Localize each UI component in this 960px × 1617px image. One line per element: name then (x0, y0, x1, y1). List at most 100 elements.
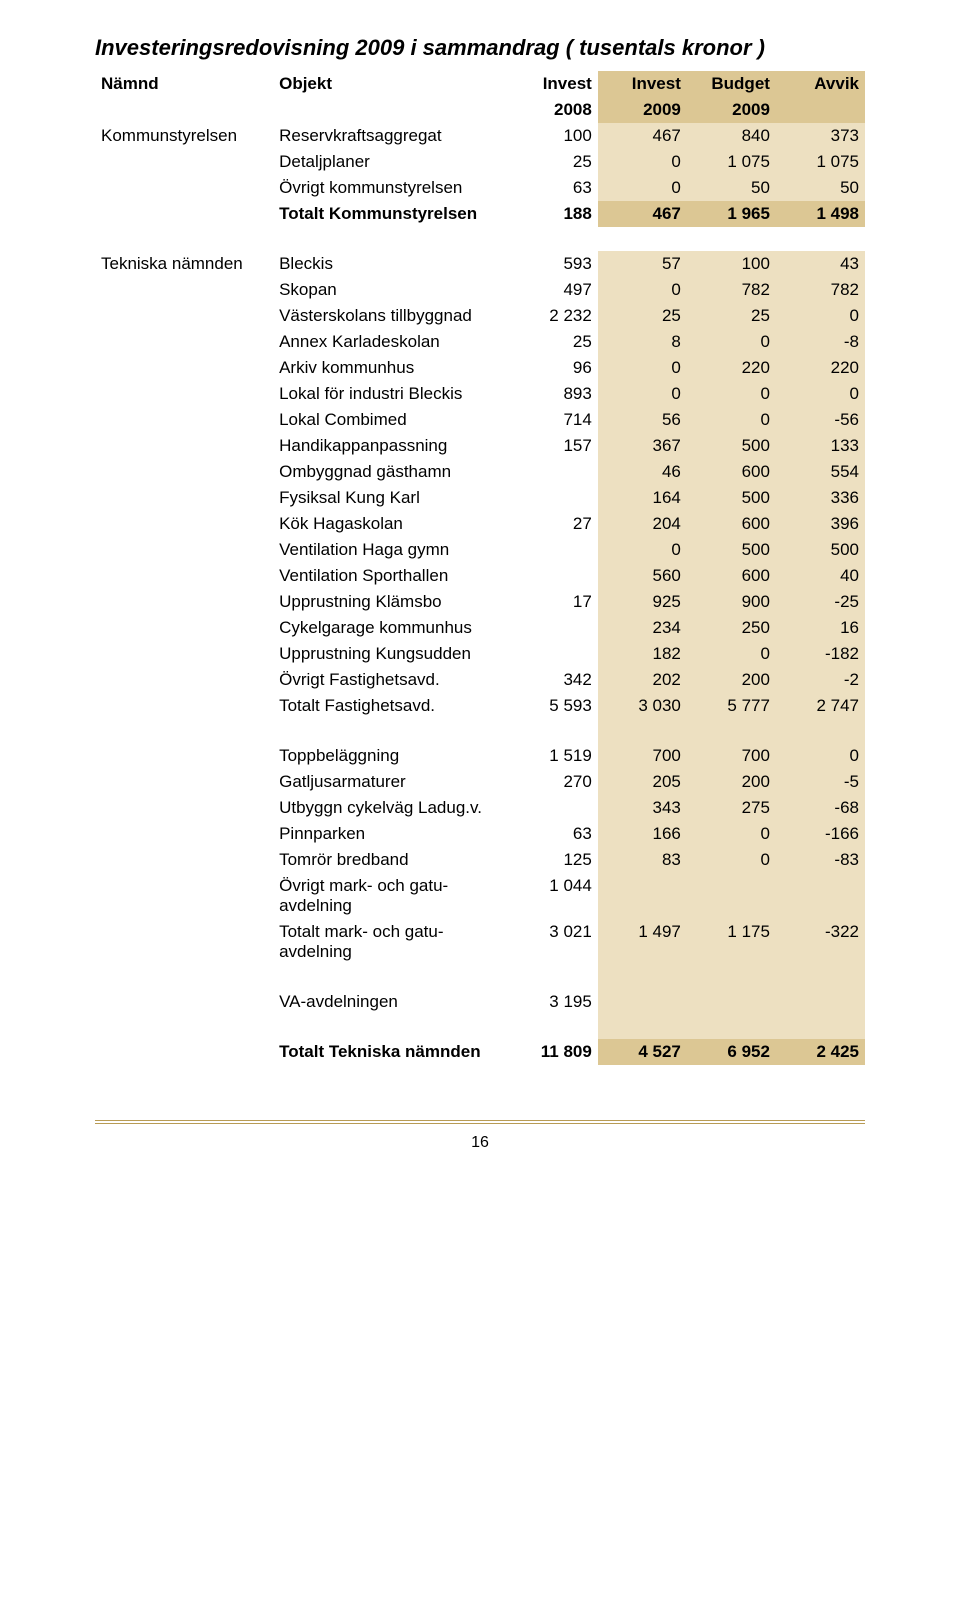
cell-value: 50 (776, 175, 865, 201)
cell-value: 220 (687, 355, 776, 381)
cell-value: 275 (687, 795, 776, 821)
col-header: Budget (687, 71, 776, 97)
col-header: Avvik (776, 71, 865, 97)
cell-value: 56 (598, 407, 687, 433)
cell-value: 157 (509, 433, 598, 459)
cell-objekt: Totalt Tekniska nämnden (273, 1039, 509, 1065)
cell-value: 5 777 (687, 693, 776, 719)
cell-value: 1 519 (509, 743, 598, 769)
cell-value: 600 (687, 511, 776, 537)
cell-value: 25 (687, 303, 776, 329)
cell-value: 782 (776, 277, 865, 303)
cell-value: 0 (598, 149, 687, 175)
cell-value (687, 873, 776, 919)
cell-namnd (95, 821, 273, 847)
cell-value: 200 (687, 667, 776, 693)
col-header: Nämnd (95, 71, 273, 97)
cell-namnd (95, 667, 273, 693)
footer-rule-2 (95, 1123, 865, 1124)
cell-value: 0 (598, 355, 687, 381)
footer-rule-1 (95, 1120, 865, 1121)
cell-value: 0 (598, 537, 687, 563)
cell-value: 5 593 (509, 693, 598, 719)
cell-value: 0 (598, 277, 687, 303)
cell-objekt: Lokal Combimed (273, 407, 509, 433)
cell-value (509, 795, 598, 821)
page-title: Investeringsredovisning 2009 i sammandra… (95, 35, 865, 61)
cell-namnd (95, 919, 273, 965)
cell-value: 43 (776, 251, 865, 277)
col-subheader: 2009 (598, 97, 687, 123)
cell-value (509, 459, 598, 485)
cell-objekt: Totalt Kommunstyrelsen (273, 201, 509, 227)
cell-value (509, 615, 598, 641)
cell-value: 0 (598, 175, 687, 201)
cell-namnd: Tekniska nämnden (95, 251, 273, 277)
col-subheader: 2008 (509, 97, 598, 123)
cell-namnd (95, 149, 273, 175)
cell-objekt: Arkiv kommunhus (273, 355, 509, 381)
cell-value: 234 (598, 615, 687, 641)
cell-objekt: Upprustning Kungsudden (273, 641, 509, 667)
cell-value: 57 (598, 251, 687, 277)
cell-namnd (95, 795, 273, 821)
cell-objekt: Utbyggn cykelväg Ladug.v. (273, 795, 509, 821)
cell-objekt: Totalt mark- och gatu­avdelning (273, 919, 509, 965)
cell-value: 188 (509, 201, 598, 227)
cell-value (687, 989, 776, 1015)
cell-value: 600 (687, 459, 776, 485)
cell-value: 270 (509, 769, 598, 795)
cell-namnd (95, 847, 273, 873)
cell-objekt: Detaljplaner (273, 149, 509, 175)
cell-value: 342 (509, 667, 598, 693)
cell-value: -8 (776, 329, 865, 355)
cell-value: 336 (776, 485, 865, 511)
cell-objekt: Handikappanpassning (273, 433, 509, 459)
cell-value: 373 (776, 123, 865, 149)
cell-value: 6 952 (687, 1039, 776, 1065)
cell-value: 0 (687, 641, 776, 667)
cell-value: 25 (509, 149, 598, 175)
cell-value: 133 (776, 433, 865, 459)
cell-value: 96 (509, 355, 598, 381)
cell-namnd (95, 303, 273, 329)
cell-value: 164 (598, 485, 687, 511)
cell-namnd (95, 1039, 273, 1065)
cell-value: 40 (776, 563, 865, 589)
cell-namnd (95, 563, 273, 589)
cell-objekt: Tomrör bredband (273, 847, 509, 873)
cell-value: 1 965 (687, 201, 776, 227)
cell-value: 204 (598, 511, 687, 537)
cell-objekt: Bleckis (273, 251, 509, 277)
cell-value: 17 (509, 589, 598, 615)
cell-value: 467 (598, 201, 687, 227)
cell-objekt: Reservkraftsaggregat (273, 123, 509, 149)
cell-value: 343 (598, 795, 687, 821)
cell-value (776, 989, 865, 1015)
cell-value: 554 (776, 459, 865, 485)
cell-value: 593 (509, 251, 598, 277)
cell-value: 2 425 (776, 1039, 865, 1065)
cell-objekt: Skopan (273, 277, 509, 303)
cell-objekt: Ombyggnad gästhamn (273, 459, 509, 485)
cell-value: 220 (776, 355, 865, 381)
cell-value (776, 873, 865, 919)
cell-value: 1 075 (687, 149, 776, 175)
cell-value: 1 498 (776, 201, 865, 227)
cell-value (509, 641, 598, 667)
cell-value: 600 (687, 563, 776, 589)
cell-value: 63 (509, 821, 598, 847)
cell-value: 700 (687, 743, 776, 769)
cell-value: 500 (687, 537, 776, 563)
cell-value: 25 (509, 329, 598, 355)
cell-value: -68 (776, 795, 865, 821)
cell-value: 0 (776, 303, 865, 329)
col-subheader (776, 97, 865, 123)
cell-objekt: Upprustning Klämsbo (273, 589, 509, 615)
cell-value: -83 (776, 847, 865, 873)
cell-value: 700 (598, 743, 687, 769)
cell-value: 1 044 (509, 873, 598, 919)
cell-value: 500 (687, 485, 776, 511)
cell-value: 4 527 (598, 1039, 687, 1065)
cell-namnd (95, 641, 273, 667)
